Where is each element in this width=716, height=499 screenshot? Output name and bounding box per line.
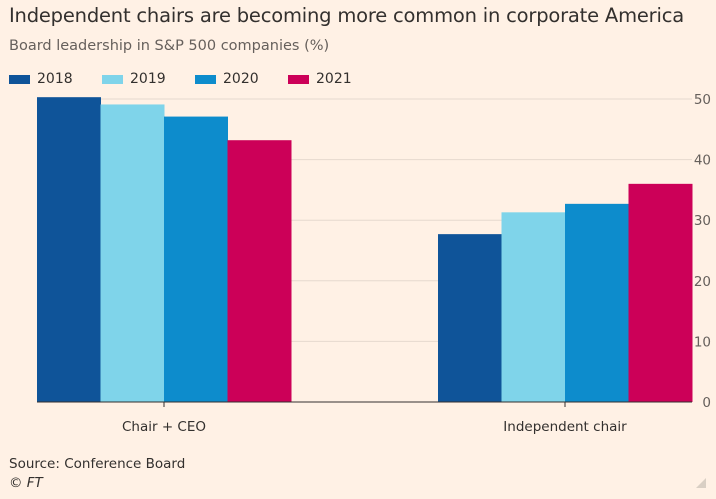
legend-swatch-2021 [288, 75, 309, 84]
legend-swatch-2018 [9, 75, 30, 84]
bar [37, 97, 101, 402]
chart-subtitle: Board leadership in S&P 500 companies (%… [9, 38, 330, 54]
legend-label-2020: 2020 [223, 71, 259, 87]
x-tick-label: Chair + CEO [122, 419, 206, 435]
credit: © FT [9, 475, 43, 491]
y-tick-label: 0 [702, 395, 711, 411]
bar [227, 140, 292, 402]
bar [628, 183, 693, 402]
y-tick-label: 10 [694, 334, 711, 350]
legend-label-2019: 2019 [130, 71, 166, 87]
legend-swatch-2020 [195, 75, 216, 84]
bar [164, 116, 228, 402]
bar [501, 212, 566, 402]
legend-label-2021: 2021 [316, 71, 352, 87]
bar [438, 234, 502, 402]
y-tick-label: 20 [694, 274, 711, 290]
bar [565, 203, 629, 402]
legend: 2018 2019 2020 2021 [9, 70, 409, 88]
source-note: Source: Conference Board [9, 456, 186, 472]
y-tick-label: 40 [694, 153, 711, 169]
x-tick-label: Independent chair [503, 419, 627, 435]
bar [100, 104, 165, 402]
y-tick-label: 30 [694, 213, 711, 229]
chart-title: Independent chairs are becoming more com… [9, 4, 684, 27]
resize-corner-icon [696, 478, 706, 488]
legend-label-2018: 2018 [37, 71, 73, 87]
legend-swatch-2019 [102, 75, 123, 84]
y-tick-label: 50 [694, 92, 711, 108]
